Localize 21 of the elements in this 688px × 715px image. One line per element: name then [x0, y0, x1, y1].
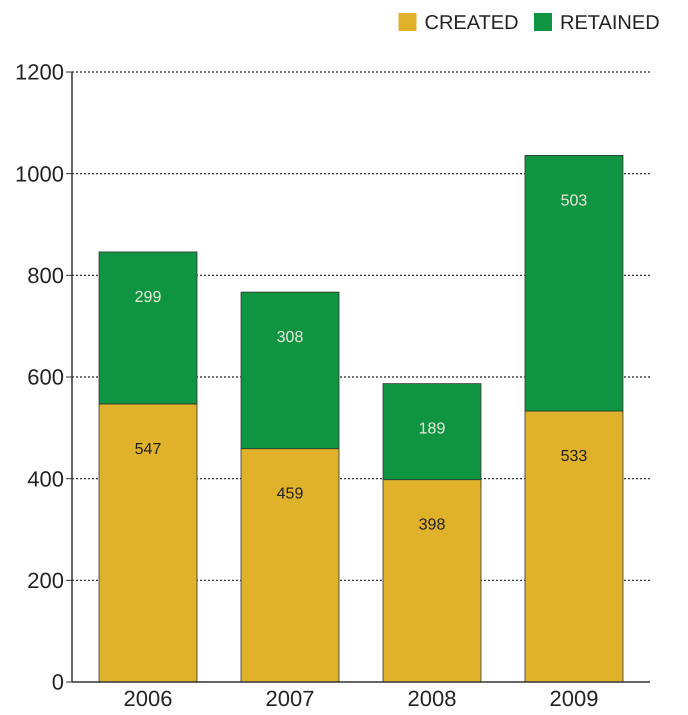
data-label: 547: [134, 440, 162, 458]
y-tick-label: 200: [27, 568, 64, 594]
data-label: 533: [560, 448, 588, 466]
data-label: 398: [418, 516, 446, 534]
x-tick-label: 2009: [550, 686, 598, 711]
y-tick-label: 1000: [15, 161, 64, 186]
legend-label: RETAINED: [560, 12, 660, 34]
data-label: 459: [276, 486, 304, 503]
x-tick-label: 2006: [124, 686, 172, 711]
data-label: 308: [276, 329, 304, 346]
data-label: 299: [134, 288, 162, 306]
y-tick-label: 600: [27, 364, 64, 390]
data-label: 503: [560, 192, 588, 210]
y-tick-label: 1200: [15, 60, 64, 85]
y-tick-label: 0: [52, 670, 64, 695]
data-label: 189: [418, 420, 446, 438]
x-tick-label: 2008: [408, 686, 456, 711]
legend-label: CREATED: [424, 12, 519, 34]
y-tick-label: 800: [27, 263, 64, 288]
x-tick-label: 2007: [266, 686, 314, 711]
y-tick-label: 400: [27, 466, 64, 492]
